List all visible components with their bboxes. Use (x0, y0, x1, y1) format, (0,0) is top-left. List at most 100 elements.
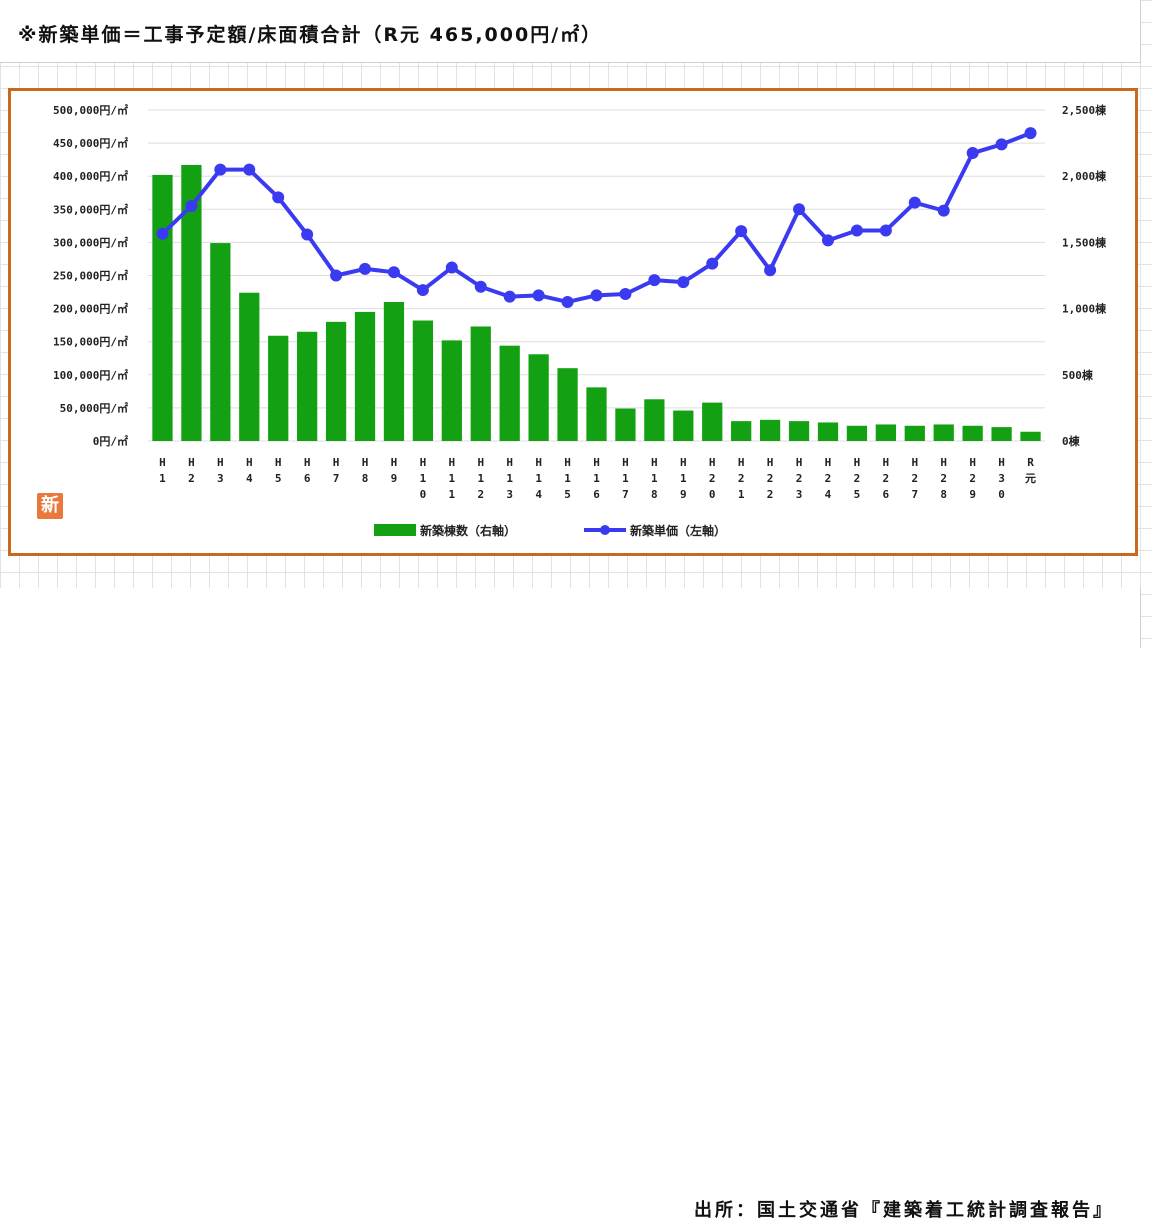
left-tick-label: 500,000円/㎡ (53, 103, 128, 117)
line-point (503, 290, 516, 303)
bar (557, 368, 578, 441)
left-tick-label: 250,000円/㎡ (53, 269, 128, 283)
right-tick-label: 0棟 (1062, 434, 1081, 448)
legend-line-label: 新築単価（左軸） (630, 523, 726, 538)
line-point (156, 227, 169, 240)
line-point (590, 289, 603, 302)
line-point (1024, 127, 1037, 140)
bar (702, 402, 723, 441)
left-axis-ticks: 0円/㎡ 50,000円/㎡ 100,000円/㎡ 150,000円/㎡ 200,000… (53, 103, 128, 448)
line-point (445, 261, 458, 274)
line-point (966, 147, 979, 160)
line-point (272, 191, 285, 204)
source-note: 出所：国土交通省『建築着工統計調査報告』 (694, 1200, 1114, 1221)
line-point (879, 224, 892, 237)
line-point (793, 203, 806, 216)
bar (933, 424, 954, 441)
bar (181, 164, 202, 442)
line-point (764, 264, 777, 277)
bar (470, 326, 491, 441)
legend: 新築棟数（右軸） 新築単価（左軸） (374, 523, 726, 538)
legend-bar-label: 新築棟数（右軸） (420, 523, 516, 538)
right-tick-label: 2,000棟 (1062, 169, 1107, 183)
logo-icon: 新 (37, 493, 63, 519)
left-tick-label: 350,000円/㎡ (53, 202, 128, 216)
x-axis-ticks: H 1 H 2 H 3 H 4 H 5 H 6 H 7 H 8 H 9 H 1 0 H 1 1 H 1 2 H 1 3 H 1 4 H 1 5 H 1 6 H… (159, 456, 1036, 501)
bar (788, 421, 810, 441)
bar (297, 331, 318, 441)
left-tick-label: 0円/㎡ (93, 434, 128, 448)
line-point (330, 269, 343, 282)
line-series (156, 127, 1037, 308)
right-tick-label: 500棟 (1062, 368, 1094, 382)
line-point (532, 289, 545, 302)
line-point (619, 288, 632, 301)
line-point (359, 262, 372, 275)
line-point (706, 257, 719, 270)
left-tick-label: 50,000円/㎡ (60, 401, 128, 415)
bar (210, 243, 231, 441)
line-point (185, 199, 198, 212)
bar (268, 335, 289, 441)
bar (846, 425, 868, 441)
bar (325, 321, 347, 441)
price-line (161, 131, 1032, 304)
bar (499, 345, 520, 441)
footer-band: 出所：国土交通省『建築着工統計調査報告』 (0, 588, 1141, 1221)
line-point (735, 225, 748, 238)
line-point (677, 276, 690, 289)
right-tick-label: 1,000棟 (1062, 302, 1107, 316)
left-tick-label: 100,000円/㎡ (53, 368, 128, 382)
page-title: ※新築単価＝工事予定額/床面積合計（R元 465,000円/㎡） (18, 24, 603, 46)
line-point (937, 204, 950, 217)
left-tick-label: 300,000円/㎡ (53, 235, 128, 249)
line-point (474, 280, 487, 293)
bar (354, 311, 376, 441)
bar (875, 424, 896, 441)
line-point (214, 163, 227, 176)
bar (644, 399, 665, 441)
bar (239, 292, 260, 441)
bar (991, 427, 1012, 441)
bar (1020, 431, 1041, 441)
bar (383, 301, 405, 441)
line-point (301, 228, 314, 241)
bar (586, 387, 607, 441)
line-point (416, 284, 429, 297)
line-point (648, 274, 661, 287)
line-point (850, 224, 863, 237)
bar (528, 354, 549, 441)
bar-series (152, 164, 1041, 442)
bar (759, 419, 781, 441)
legend-line-marker (600, 525, 610, 535)
right-tick-label: 2,500棟 (1062, 103, 1107, 117)
right-axis-ticks: 0棟 500棟 1,000棟 1,500棟 2,000棟 2,500棟 (1062, 103, 1107, 448)
bar (615, 408, 636, 441)
left-tick-label: 150,000円/㎡ (53, 335, 128, 349)
bar (152, 174, 173, 441)
line-point (387, 266, 400, 279)
